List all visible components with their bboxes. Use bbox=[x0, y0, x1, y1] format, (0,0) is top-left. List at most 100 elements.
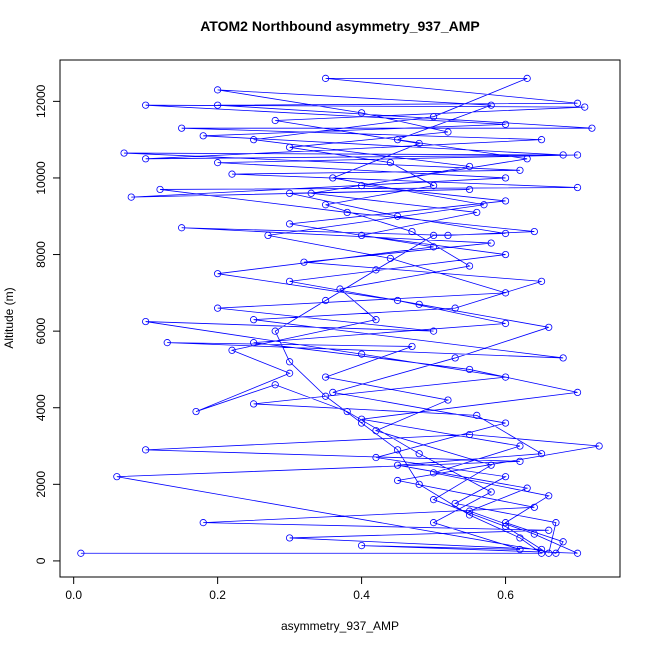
point bbox=[465, 511, 474, 519]
point bbox=[271, 381, 279, 389]
y-tick-label: 10000 bbox=[34, 161, 48, 195]
point bbox=[178, 224, 186, 232]
point bbox=[77, 549, 85, 557]
point bbox=[501, 519, 510, 527]
point bbox=[393, 296, 402, 305]
point bbox=[214, 270, 222, 278]
point bbox=[343, 208, 351, 217]
point bbox=[429, 182, 438, 190]
y-tick-label: 4000 bbox=[34, 394, 48, 421]
point bbox=[393, 461, 402, 469]
point bbox=[516, 545, 524, 554]
point bbox=[473, 411, 481, 419]
point bbox=[322, 201, 330, 209]
point bbox=[393, 136, 402, 144]
point bbox=[545, 549, 553, 557]
point bbox=[286, 534, 294, 542]
point bbox=[465, 185, 474, 194]
point bbox=[357, 350, 366, 358]
chart-title: ATOM2 Northbound asymmetry_937_AMP bbox=[200, 18, 480, 34]
point bbox=[408, 227, 416, 236]
point bbox=[573, 183, 582, 192]
point bbox=[214, 159, 222, 167]
point bbox=[465, 430, 474, 439]
point bbox=[199, 132, 207, 140]
point bbox=[537, 277, 546, 285]
point bbox=[501, 289, 510, 297]
point bbox=[573, 388, 582, 397]
point bbox=[523, 74, 531, 82]
point bbox=[501, 473, 510, 481]
point bbox=[545, 526, 553, 534]
series-line bbox=[80, 77, 600, 554]
point bbox=[286, 358, 294, 366]
point bbox=[357, 231, 366, 239]
point bbox=[271, 116, 279, 125]
point bbox=[393, 446, 402, 454]
point bbox=[588, 124, 596, 132]
point bbox=[444, 128, 452, 136]
point bbox=[473, 208, 481, 217]
y-tick-label: 12000 bbox=[34, 84, 48, 118]
point bbox=[228, 170, 236, 178]
point bbox=[429, 231, 438, 239]
point bbox=[501, 250, 510, 259]
point bbox=[357, 182, 366, 190]
point bbox=[127, 193, 135, 201]
point bbox=[286, 143, 294, 151]
point bbox=[429, 469, 438, 477]
point bbox=[357, 419, 366, 427]
point bbox=[163, 339, 171, 347]
point bbox=[545, 323, 553, 331]
point bbox=[142, 317, 150, 326]
point bbox=[286, 369, 294, 377]
point bbox=[501, 120, 510, 128]
point bbox=[501, 522, 510, 531]
point bbox=[250, 400, 258, 408]
y-axis-label: Altitude (m) bbox=[2, 287, 16, 348]
point bbox=[487, 239, 495, 247]
point bbox=[595, 442, 603, 450]
point bbox=[214, 304, 222, 312]
point bbox=[516, 442, 524, 450]
point bbox=[372, 266, 380, 274]
point bbox=[156, 185, 164, 194]
point bbox=[516, 457, 524, 465]
point bbox=[501, 419, 510, 427]
point bbox=[559, 538, 567, 546]
point bbox=[451, 499, 459, 508]
point bbox=[501, 229, 510, 238]
point bbox=[465, 262, 474, 270]
point bbox=[322, 373, 330, 381]
point bbox=[451, 354, 459, 362]
point bbox=[271, 327, 279, 335]
x-tick-label: 0.2 bbox=[209, 588, 226, 602]
point bbox=[523, 155, 531, 163]
point bbox=[559, 354, 567, 362]
y-tick-label: 6000 bbox=[34, 317, 48, 344]
point bbox=[415, 480, 423, 488]
point bbox=[581, 103, 589, 111]
point bbox=[573, 549, 582, 557]
point bbox=[429, 327, 438, 335]
point bbox=[250, 316, 258, 324]
point bbox=[357, 415, 366, 423]
point bbox=[113, 473, 121, 481]
point bbox=[336, 285, 344, 293]
point bbox=[537, 450, 546, 458]
point bbox=[480, 201, 488, 209]
point bbox=[537, 549, 546, 557]
point bbox=[530, 227, 538, 236]
point bbox=[487, 101, 495, 109]
point bbox=[465, 162, 474, 171]
point bbox=[393, 212, 402, 220]
point bbox=[250, 339, 258, 347]
point bbox=[393, 476, 402, 485]
x-axis-label: asymmetry_937_AMP bbox=[281, 619, 399, 633]
point bbox=[530, 503, 538, 511]
point bbox=[465, 365, 474, 374]
point bbox=[408, 342, 416, 351]
point bbox=[537, 136, 546, 144]
point bbox=[415, 300, 423, 308]
